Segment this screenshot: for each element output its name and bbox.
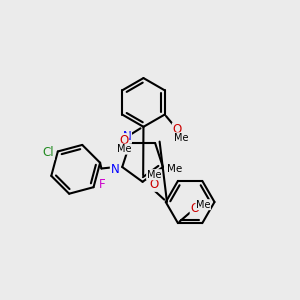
Text: O: O [119, 134, 129, 147]
Text: Me: Me [167, 164, 182, 174]
Text: F: F [99, 178, 105, 191]
Text: Me: Me [147, 170, 161, 180]
Text: O: O [172, 123, 182, 136]
Text: Cl: Cl [43, 146, 54, 159]
Text: O: O [149, 178, 158, 191]
Text: Me: Me [117, 144, 131, 154]
Text: Me: Me [196, 200, 211, 210]
Text: N: N [110, 164, 119, 176]
Text: Me: Me [174, 133, 188, 143]
Text: O: O [190, 202, 200, 215]
Text: N: N [123, 130, 131, 143]
